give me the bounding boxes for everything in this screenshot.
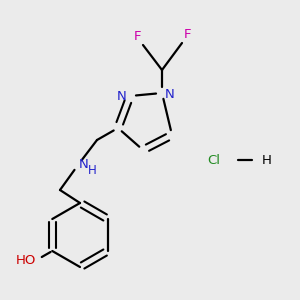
Text: N: N bbox=[165, 88, 175, 100]
Text: HO: HO bbox=[16, 254, 36, 266]
Text: F: F bbox=[134, 30, 141, 43]
Text: F: F bbox=[184, 28, 191, 41]
Text: H: H bbox=[88, 164, 97, 176]
Text: N: N bbox=[117, 91, 127, 103]
Text: H: H bbox=[262, 154, 272, 166]
Text: N: N bbox=[79, 158, 89, 170]
Text: Cl: Cl bbox=[207, 154, 220, 166]
